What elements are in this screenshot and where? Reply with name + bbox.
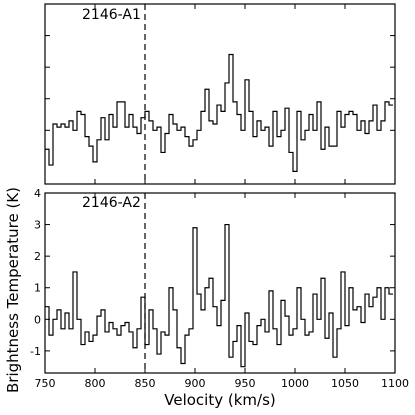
x-tick-label: 750 bbox=[35, 377, 56, 390]
top-panel-spectrum bbox=[45, 53, 393, 172]
x-tick-label: 950 bbox=[235, 377, 256, 390]
y-tick-label: 4 bbox=[34, 187, 41, 200]
x-tick-label: 850 bbox=[135, 377, 156, 390]
bottom-panel: -1 0 1 2 3 4 2146-A2 bbox=[30, 187, 396, 374]
x-tick-label: 1100 bbox=[381, 377, 409, 390]
x-tick-label: 900 bbox=[185, 377, 206, 390]
x-tick-labels: 750 800 850 900 950 1000 1050 1100 bbox=[35, 377, 410, 390]
x-tick-label: 1050 bbox=[331, 377, 359, 390]
x-tick-label: 1000 bbox=[281, 377, 309, 390]
y-tick-label: 1 bbox=[34, 282, 41, 295]
top-panel-label: 2146-A1 bbox=[82, 7, 141, 23]
bottom-panel-spectrum bbox=[45, 223, 393, 368]
y-tick-label: -1 bbox=[30, 345, 41, 358]
bottom-panel-ticks: -1 0 1 2 3 4 bbox=[30, 187, 396, 373]
x-tick-label: 800 bbox=[85, 377, 106, 390]
top-panel: 2146-A1 bbox=[44, 3, 396, 185]
y-axis-label: Brightness Temperature (K) bbox=[4, 187, 22, 393]
y-tick-label: 3 bbox=[34, 219, 41, 232]
y-tick-label: 0 bbox=[34, 313, 41, 326]
top-panel-ticks bbox=[44, 4, 396, 184]
bottom-panel-frame bbox=[44, 192, 396, 374]
bottom-panel-label: 2146-A2 bbox=[82, 195, 141, 211]
top-panel-frame bbox=[44, 3, 396, 185]
x-axis-label: Velocity (km/s) bbox=[164, 391, 275, 409]
y-tick-label: 2 bbox=[34, 250, 41, 263]
